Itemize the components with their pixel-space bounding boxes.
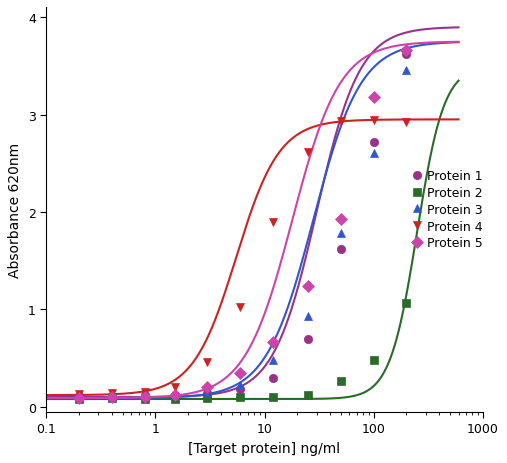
Protein 3 — [338, 231, 344, 237]
Protein 3 — [109, 394, 115, 400]
Protein 1 — [338, 247, 344, 252]
Legend: Protein 1, Protein 2, Protein 3, Protein 4, Protein 5: Protein 1, Protein 2, Protein 3, Protein… — [410, 168, 485, 252]
Protein 3 — [237, 383, 243, 388]
Protein 4 — [109, 391, 115, 396]
Protein 4 — [237, 305, 243, 311]
Protein 5 — [270, 339, 276, 344]
Line: Protein 4: Protein 4 — [75, 117, 411, 399]
Protein 3 — [371, 151, 377, 157]
Protein 5 — [204, 385, 210, 390]
Line: Protein 3: Protein 3 — [75, 66, 411, 401]
Protein 4 — [76, 392, 82, 397]
X-axis label: [Target protein] ng/ml: [Target protein] ng/ml — [189, 441, 341, 455]
Line: Protein 1: Protein 1 — [75, 51, 411, 400]
Protein 4 — [171, 385, 177, 390]
Protein 1 — [270, 375, 276, 381]
Protein 2 — [109, 395, 115, 401]
Protein 3 — [76, 394, 82, 400]
Protein 5 — [76, 395, 82, 401]
Line: Protein 2: Protein 2 — [75, 299, 411, 403]
Protein 4 — [270, 219, 276, 225]
Protein 5 — [142, 394, 148, 400]
Protein 3 — [305, 314, 311, 319]
Protein 2 — [142, 396, 148, 402]
Protein 5 — [237, 370, 243, 375]
Protein 2 — [76, 396, 82, 402]
Protein 4 — [371, 119, 377, 124]
Protein 5 — [371, 95, 377, 100]
Protein 2 — [338, 378, 344, 383]
Protein 1 — [404, 52, 410, 58]
Protein 2 — [305, 393, 311, 398]
Protein 3 — [171, 393, 177, 398]
Protein 2 — [404, 300, 410, 306]
Protein 1 — [204, 391, 210, 396]
Protein 1 — [237, 387, 243, 392]
Protein 3 — [204, 391, 210, 396]
Protein 5 — [305, 284, 311, 289]
Protein 1 — [142, 393, 148, 398]
Protein 1 — [171, 393, 177, 398]
Protein 2 — [171, 396, 177, 402]
Protein 3 — [404, 68, 410, 73]
Protein 5 — [171, 393, 177, 398]
Protein 2 — [270, 394, 276, 400]
Protein 2 — [204, 395, 210, 401]
Protein 2 — [237, 394, 243, 400]
Protein 1 — [305, 336, 311, 342]
Protein 5 — [338, 217, 344, 222]
Protein 3 — [142, 394, 148, 399]
Protein 1 — [76, 394, 82, 399]
Protein 4 — [204, 359, 210, 365]
Line: Protein 5: Protein 5 — [75, 47, 411, 402]
Protein 3 — [270, 357, 276, 363]
Protein 4 — [404, 120, 410, 126]
Protein 5 — [404, 48, 410, 54]
Protein 1 — [371, 140, 377, 145]
Y-axis label: Absorbance 620nm: Absorbance 620nm — [8, 143, 22, 277]
Protein 4 — [142, 389, 148, 395]
Protein 2 — [371, 357, 377, 363]
Protein 4 — [338, 119, 344, 125]
Protein 5 — [109, 394, 115, 400]
Protein 4 — [305, 150, 311, 155]
Protein 1 — [109, 394, 115, 399]
